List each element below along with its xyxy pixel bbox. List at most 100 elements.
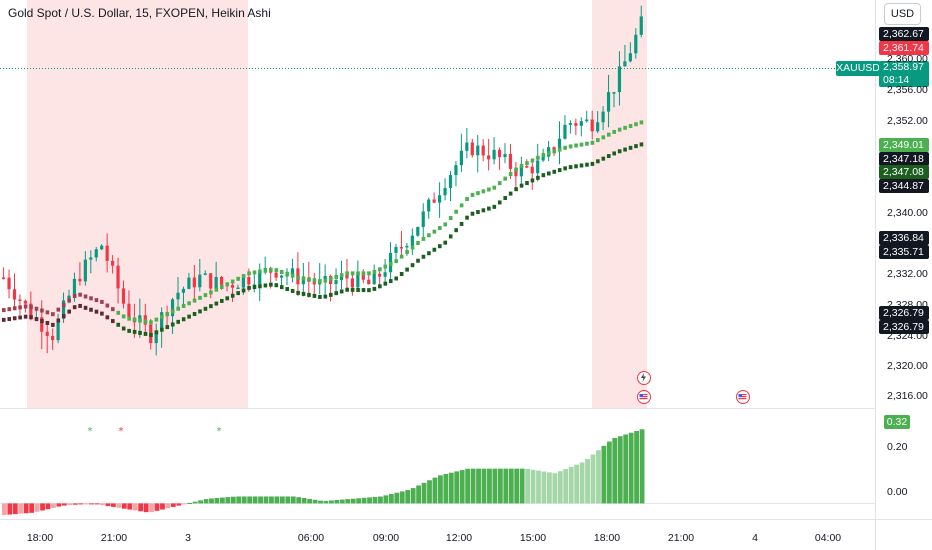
lightning-icon[interactable] (637, 371, 651, 385)
ma-fast-point (12, 306, 17, 311)
ma-slow-point (138, 330, 142, 335)
candle-body (356, 272, 360, 288)
ma-slow-point (149, 332, 153, 337)
ma-slow-point (100, 311, 104, 316)
candle-body (617, 66, 622, 93)
ma-fast-point (154, 317, 159, 322)
oscillator-bar (127, 503, 133, 510)
ma-fast-point (72, 294, 77, 299)
candle-body (394, 247, 398, 253)
candle-body (530, 166, 534, 174)
candle-body (361, 272, 365, 280)
candle-body (492, 149, 496, 160)
us-flag-icon[interactable] (637, 390, 651, 404)
candle-body (121, 288, 126, 304)
ma-slow-point (181, 317, 186, 322)
oscillator-bar (40, 503, 45, 511)
ma-slow-point (132, 329, 137, 334)
ma-slow-point (214, 301, 219, 306)
ma-slow-point (623, 147, 627, 152)
candle-body (301, 279, 305, 285)
price-tag: 2,347.08 (879, 165, 929, 179)
ma-slow-point (497, 200, 502, 205)
candle-body (105, 245, 109, 261)
ma-fast-point (476, 191, 480, 196)
candle-body (448, 175, 453, 188)
oscillator-bar (487, 468, 492, 504)
ma-slow-point (290, 288, 295, 293)
candle-body (12, 289, 17, 300)
oscillator-bar (241, 496, 247, 504)
us-flag-icon[interactable] (736, 390, 750, 404)
time-tick: 09:00 (372, 532, 400, 544)
price-tick: 2,356.00 (887, 84, 928, 96)
ma-fast-point (312, 278, 317, 283)
ma-fast-point (459, 203, 464, 208)
ma-fast-point (579, 142, 584, 147)
ma-fast-point (497, 181, 502, 186)
time-tick: 4 (752, 532, 758, 544)
candle-body (51, 335, 55, 341)
ma-fast-point (541, 153, 546, 158)
ma-slow-point (274, 283, 279, 288)
time-tick: 15:00 (519, 532, 547, 544)
ma-slow-point (323, 294, 328, 299)
oscillator-bar (230, 496, 236, 504)
currency-button[interactable]: USD (884, 3, 921, 25)
oscillator-bar (410, 488, 416, 504)
candle-body (443, 187, 447, 196)
oscillator-bar (372, 496, 378, 504)
ma-fast-point (274, 268, 279, 273)
ma-fast-point (94, 298, 99, 303)
ma-slow-point (29, 315, 33, 320)
candle-body (334, 280, 338, 284)
oscillator-bar (465, 468, 471, 504)
oscillator-bar (383, 495, 389, 504)
oscillator-bar (94, 503, 100, 505)
ma-slow-point (530, 178, 535, 183)
ma-fast-point (568, 144, 573, 149)
ma-slow-point (443, 240, 448, 245)
ma-slow-point (350, 287, 355, 292)
ma-slow-point (127, 328, 131, 333)
ma-fast-point (323, 278, 328, 283)
ma-fast-point (121, 314, 126, 319)
oscillator-bar (519, 468, 525, 504)
ma-slow-point (225, 296, 230, 301)
candle-body (45, 331, 49, 336)
price-tick: 2,352.00 (887, 115, 928, 127)
ma-slow-point (51, 322, 55, 327)
ma-slow-point (318, 294, 322, 299)
oscillator-bar (367, 497, 372, 504)
ma-fast-point (525, 161, 529, 166)
oscillator-bar (220, 497, 225, 504)
oscillator-bar (405, 490, 411, 504)
ma-slow-point (105, 315, 110, 320)
time-tick: 04:00 (814, 532, 842, 544)
candle-body (606, 92, 611, 112)
ma-fast-point (443, 222, 448, 227)
oscillator-bar (34, 503, 40, 512)
ma-fast-point (508, 172, 513, 177)
candle-body (405, 245, 409, 248)
ma-slow-point (94, 309, 99, 314)
oscillator-bar (100, 503, 105, 506)
oscillator-bar (29, 503, 35, 513)
candle-body (72, 278, 77, 296)
oscillator-bar (165, 503, 171, 509)
ma-slow-point (67, 309, 71, 314)
ma-fast-point (492, 185, 497, 190)
price-tag: 2,336.84 (879, 231, 929, 245)
ma-fast-point (116, 310, 121, 315)
time-tick: 12:00 (445, 532, 473, 544)
ma-fast-point (290, 273, 295, 278)
ma-fast-point (438, 226, 442, 231)
candle-body (345, 274, 349, 279)
ma-fast-point (399, 254, 404, 259)
candle-body (160, 312, 164, 331)
ma-slow-point (568, 165, 573, 170)
oscillator-bar (56, 503, 62, 507)
ma-slow-point (367, 288, 371, 293)
